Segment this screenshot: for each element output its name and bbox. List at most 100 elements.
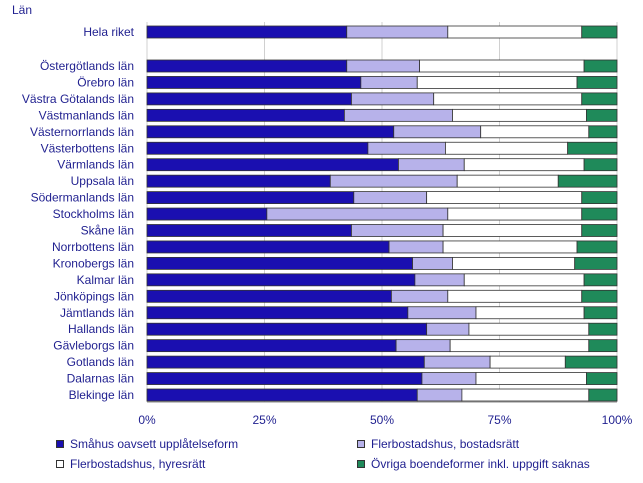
bar-segment bbox=[146, 256, 413, 270]
bar-segment bbox=[412, 256, 453, 270]
bar-segment bbox=[461, 388, 590, 402]
bar-segment bbox=[581, 92, 618, 106]
category-labels: Hela riket Östergötlands län Örebro län Väs… bbox=[22, 25, 135, 402]
x-tick-label: 75% bbox=[487, 413, 511, 427]
bar-segment bbox=[452, 256, 576, 270]
bar-segment bbox=[588, 322, 618, 336]
bar-segment bbox=[346, 25, 449, 39]
bar-segment bbox=[468, 322, 590, 336]
bar-segment bbox=[576, 76, 618, 89]
bar-segment bbox=[343, 108, 453, 122]
bar-segment bbox=[442, 224, 583, 237]
bar-segment bbox=[351, 92, 435, 106]
bar-segment bbox=[581, 25, 618, 39]
bar-segment bbox=[395, 339, 451, 353]
bar-segment bbox=[574, 256, 618, 270]
bar-segment bbox=[421, 372, 477, 385]
bar-segment bbox=[266, 207, 449, 221]
bar-segment bbox=[146, 289, 392, 303]
bar-segment bbox=[489, 355, 566, 369]
bar-segment bbox=[583, 306, 618, 320]
bar-segment bbox=[329, 174, 458, 188]
category-label: Östergötlands län bbox=[40, 59, 134, 73]
bar-segment bbox=[146, 108, 345, 122]
bar-segment bbox=[416, 76, 578, 89]
bar-segment bbox=[367, 141, 446, 155]
category-label: Värmlands län bbox=[57, 158, 134, 172]
bar-segment bbox=[581, 224, 618, 237]
category-label: Västerbottens län bbox=[41, 141, 134, 155]
x-tick-label: 100% bbox=[602, 413, 633, 427]
bar-segment bbox=[146, 59, 348, 73]
bars bbox=[146, 25, 618, 402]
bar-segment bbox=[447, 25, 583, 39]
bar-segment bbox=[583, 158, 618, 172]
bar-segment bbox=[586, 372, 618, 385]
bar-segment bbox=[419, 59, 585, 73]
bar-segment bbox=[426, 191, 583, 205]
y-axis-title: Län bbox=[12, 3, 32, 17]
bar-segment bbox=[581, 289, 618, 303]
bar-segment bbox=[346, 59, 420, 73]
bar-segment bbox=[557, 174, 618, 188]
bar-segment bbox=[475, 306, 585, 320]
category-label: Dalarnas län bbox=[67, 372, 134, 386]
bar-segment bbox=[581, 191, 618, 205]
bar-segment bbox=[146, 388, 418, 402]
bar-segment bbox=[475, 372, 587, 385]
bar-segment bbox=[583, 273, 618, 287]
bar-segment bbox=[447, 289, 583, 303]
bar-segment bbox=[146, 141, 369, 155]
category-label: Hallands län bbox=[68, 322, 134, 336]
bar-segment bbox=[146, 125, 395, 139]
bar-segment bbox=[351, 224, 444, 237]
bar-segment bbox=[588, 388, 618, 402]
bar-segment bbox=[146, 355, 425, 369]
category-label: Västmanlands län bbox=[39, 108, 134, 122]
bar-segment bbox=[146, 158, 399, 172]
bar-segment bbox=[388, 240, 444, 254]
bar-segment bbox=[426, 322, 470, 336]
category-label: Blekinge län bbox=[69, 388, 134, 402]
bar-segment bbox=[146, 224, 352, 237]
category-label: Gävleborgs län bbox=[53, 339, 134, 353]
bar-segment bbox=[447, 207, 583, 221]
bar-segment bbox=[146, 174, 331, 188]
bar-segment bbox=[360, 76, 418, 89]
bar-segment bbox=[581, 207, 618, 221]
category-label: Hela riket bbox=[83, 25, 134, 39]
bar-segment bbox=[146, 273, 416, 287]
bar-segment bbox=[588, 125, 618, 139]
bar-segment bbox=[407, 306, 477, 320]
bar-segment bbox=[393, 125, 482, 139]
bar-segment bbox=[398, 158, 465, 172]
bar-segment bbox=[463, 158, 585, 172]
bar-segment bbox=[146, 322, 428, 336]
bar-segment bbox=[586, 108, 618, 122]
bar-segment bbox=[564, 355, 618, 369]
x-tick-label: 0% bbox=[138, 413, 156, 427]
bar-segment bbox=[445, 141, 569, 155]
bar-segment bbox=[452, 108, 587, 122]
bar-segment bbox=[442, 240, 578, 254]
bar-segment bbox=[456, 174, 559, 188]
bar-segment bbox=[463, 273, 585, 287]
bar-segment bbox=[146, 191, 355, 205]
category-label: Uppsala län bbox=[71, 174, 134, 188]
category-label: Norrbottens län bbox=[52, 240, 134, 254]
category-label: Gotlands län bbox=[67, 355, 134, 369]
category-label: Örebro län bbox=[77, 75, 134, 89]
bar-segment bbox=[588, 339, 618, 353]
bar-segment bbox=[567, 141, 618, 155]
bar-segment bbox=[146, 372, 423, 385]
category-label: Kalmar län bbox=[77, 273, 134, 287]
bar-segment bbox=[583, 59, 618, 73]
bar-segment bbox=[414, 273, 465, 287]
bar-segment bbox=[416, 388, 463, 402]
bar-segment bbox=[353, 191, 428, 205]
category-label: Västernorrlands län bbox=[30, 125, 134, 139]
bar-segment bbox=[480, 125, 590, 139]
bar-segment bbox=[390, 289, 449, 303]
bar-segment bbox=[146, 207, 268, 221]
